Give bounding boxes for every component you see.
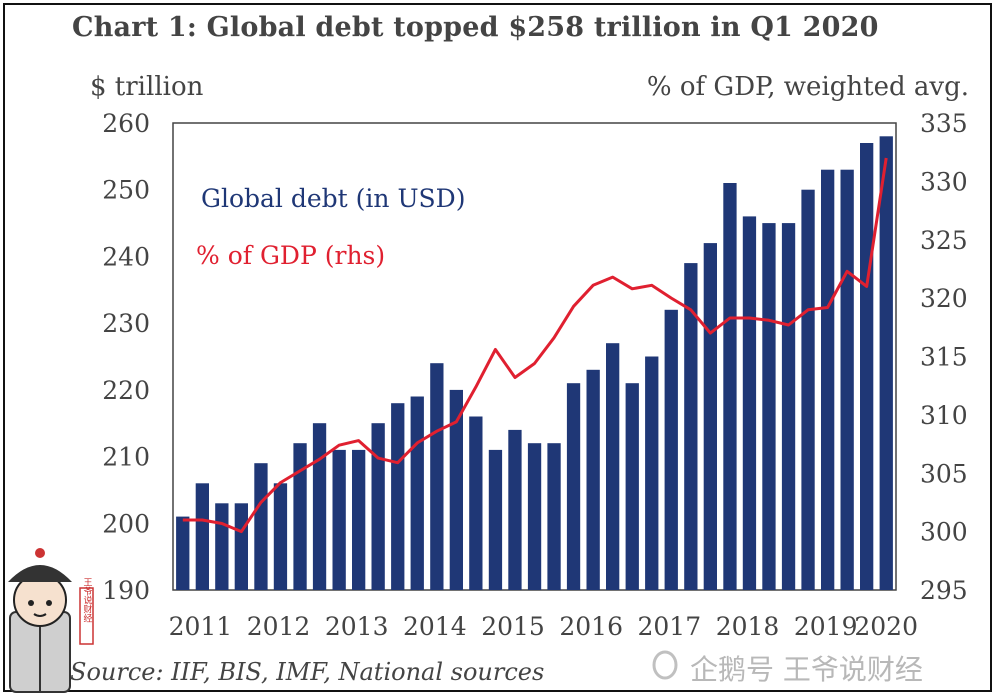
bar: [606, 343, 620, 590]
bar: [840, 169, 854, 590]
left-tick-label: 190: [102, 576, 150, 605]
left-tick-label: 210: [102, 443, 150, 472]
right-tick-label: 310: [920, 401, 968, 430]
bar: [195, 483, 209, 590]
bar: [371, 423, 385, 590]
left-tick-label: 250: [102, 176, 150, 205]
bar: [723, 183, 737, 590]
penguin-icon: [652, 650, 678, 680]
bar: [703, 243, 717, 590]
bar: [625, 383, 639, 590]
x-tick-label: 2020: [854, 612, 918, 641]
x-tick-label: 2014: [403, 612, 467, 641]
bar: [801, 189, 815, 590]
bar: [234, 503, 248, 590]
left-tick-label: 240: [102, 242, 150, 271]
bar: [566, 383, 581, 590]
bar: [430, 363, 444, 590]
bar: [254, 463, 268, 590]
right-tick-label: 335: [920, 109, 968, 138]
x-tick-label: 2015: [481, 612, 545, 641]
bar: [488, 449, 503, 590]
bar: [391, 403, 405, 590]
bar: [332, 449, 346, 590]
left-axis-unit: $ trillion: [90, 72, 204, 102]
bar: [352, 449, 366, 590]
left-tick-label: 220: [102, 376, 150, 405]
watermark: 企鹅号 王爷说财经: [690, 653, 923, 686]
bar: [215, 503, 229, 590]
bar: [879, 136, 893, 591]
left-tick-label: 200: [102, 509, 150, 538]
x-tick-label: 2013: [325, 612, 389, 641]
chart-title: Chart 1: Global debt topped $258 trillio…: [72, 12, 879, 43]
bar: [449, 389, 463, 590]
right-axis-ticks: 295 300 305 310 315 320 325 330 335: [920, 109, 968, 605]
bar: [312, 423, 327, 590]
right-tick-label: 325: [920, 226, 968, 255]
chart-frame: [3, 3, 992, 692]
bar: [527, 443, 542, 590]
x-tick-label: 2017: [637, 612, 701, 641]
x-tick-label: 2012: [247, 612, 311, 641]
bar: [781, 223, 796, 590]
bar: [664, 309, 678, 590]
right-tick-label: 300: [920, 518, 968, 547]
legend-debt: Global debt (in USD): [201, 184, 465, 213]
right-tick-label: 320: [920, 284, 968, 313]
logo-label: 王爷说财经: [82, 577, 93, 622]
bar: [645, 356, 659, 590]
mascot-logo: 王爷说财经: [8, 548, 94, 693]
x-tick-label: 2011: [169, 612, 233, 641]
bar: [293, 443, 307, 590]
bar: [547, 443, 561, 590]
bar: [176, 516, 190, 590]
bar: [273, 483, 288, 590]
bar: [586, 369, 600, 590]
bar: [508, 429, 522, 590]
left-axis-ticks: 190 200 210 220 230 240 250 260: [102, 109, 150, 605]
bar: [762, 223, 776, 590]
bar: [469, 416, 483, 590]
bar-series: [176, 136, 893, 591]
legend-gdp: % of GDP (rhs): [196, 241, 385, 270]
right-tick-label: 315: [920, 343, 968, 372]
right-tick-label: 295: [920, 576, 968, 605]
right-tick-label: 305: [920, 459, 968, 488]
bar: [860, 143, 874, 590]
bar: [742, 216, 757, 590]
right-axis-unit: % of GDP, weighted avg.: [646, 72, 969, 102]
left-tick-label: 230: [102, 309, 150, 338]
gdp-line: [182, 157, 888, 534]
source-note: Source: IIF, BIS, IMF, National sources: [70, 658, 545, 686]
bar: [410, 396, 424, 590]
bar: [821, 169, 835, 590]
x-tick-label: 2016: [559, 612, 623, 641]
x-tick-label: 2019: [794, 612, 858, 641]
x-tick-label: 2018: [716, 612, 780, 641]
bar: [684, 263, 698, 590]
left-tick-label: 260: [102, 109, 150, 138]
right-tick-label: 330: [920, 167, 968, 196]
